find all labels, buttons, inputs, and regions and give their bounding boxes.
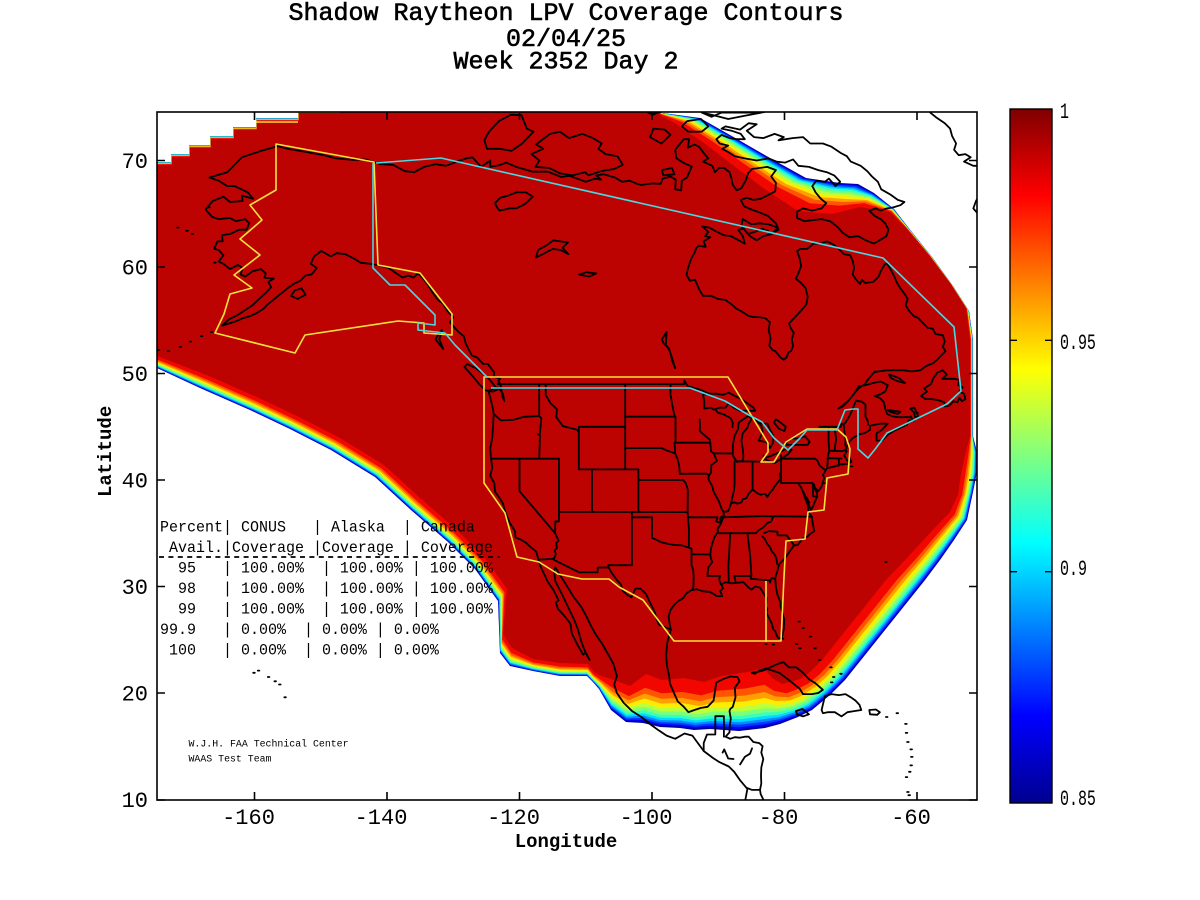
svg-text:-160: -160 (222, 806, 275, 831)
svg-text:Percent| CONUS | Alaska | C: Percent| CONUS | Alaska | Canada (160, 518, 475, 537)
svg-text:40: 40 (122, 470, 148, 495)
svg-text:W.J.H. FAA Technical Center: W.J.H. FAA Technical Center (189, 738, 349, 750)
svg-text:99 | 100.00% | 100.00% | 10: 99 | 100.00% | 100.00% | 100.00% (160, 600, 494, 619)
svg-text:50: 50 (122, 363, 148, 388)
svg-text:1: 1 (1060, 99, 1069, 125)
svg-text:10: 10 (122, 789, 148, 814)
svg-text:99.9 | 0.00% | 0.00% | 0.00: 99.9 | 0.00% | 0.00% | 0.00% (160, 621, 440, 640)
svg-text:Longitude: Longitude (515, 831, 618, 853)
svg-text:-60: -60 (891, 806, 931, 831)
svg-text:Week 2352 Day 2: Week 2352 Day 2 (453, 47, 678, 76)
svg-text:95 | 100.00% | 100.00% | 10: 95 | 100.00% | 100.00% | 100.00% (160, 559, 494, 578)
svg-text:-100: -100 (620, 806, 673, 831)
svg-text:Latitude: Latitude (95, 406, 117, 497)
svg-text:Shadow Raytheon LPV Coverage C: Shadow Raytheon LPV Coverage Contours (288, 0, 843, 28)
svg-text:0.85: 0.85 (1060, 786, 1096, 812)
svg-text:98 | 100.00% | 100.00% | 10: 98 | 100.00% | 100.00% | 100.00% (160, 580, 494, 599)
svg-text:Avail.|Coverage |Coverage | Co: Avail.|Coverage |Coverage | Coverage (160, 538, 493, 557)
svg-text:70: 70 (122, 150, 148, 175)
svg-text:-80: -80 (759, 806, 799, 831)
svg-text:0.95: 0.95 (1060, 330, 1096, 356)
svg-text:30: 30 (122, 576, 148, 601)
svg-text:0.9: 0.9 (1060, 556, 1087, 582)
svg-text:02/04/25: 02/04/25 (506, 25, 626, 54)
svg-text:-120: -120 (487, 806, 540, 831)
svg-text:20: 20 (122, 683, 148, 708)
svg-text:-140: -140 (355, 806, 408, 831)
svg-text:WAAS Test Team: WAAS Test Team (189, 754, 272, 765)
svg-text:60: 60 (122, 257, 148, 282)
svg-text:100 | 0.00% | 0.00% | 0.00%: 100 | 0.00% | 0.00% | 0.00% (160, 641, 440, 660)
